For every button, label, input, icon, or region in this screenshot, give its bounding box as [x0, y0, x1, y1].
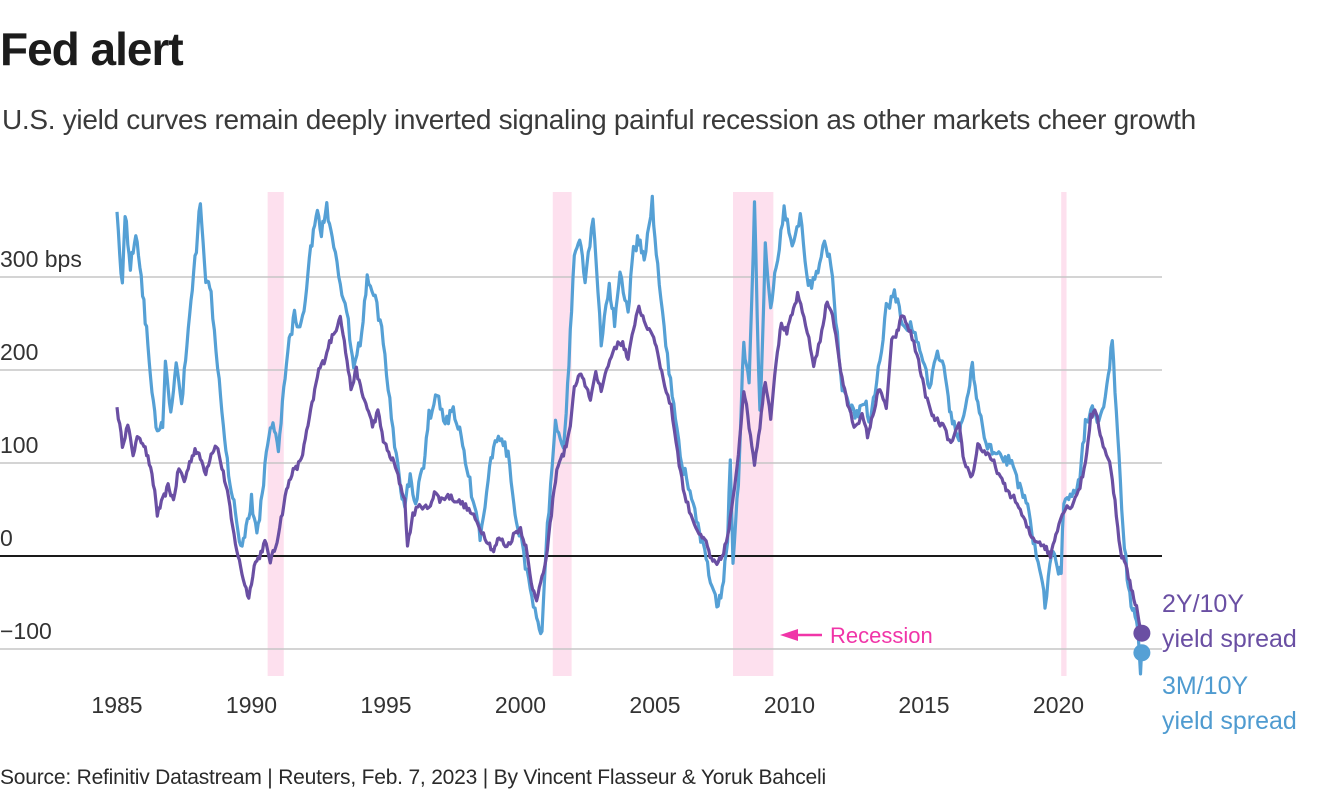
x-tick-label: 2015 — [898, 692, 949, 718]
x-tick-label: 2020 — [1033, 692, 1084, 718]
series-label-2y10y-line1: 2Y/10Y — [1162, 590, 1244, 618]
series-lines — [115, 194, 1151, 676]
recession-annotation: Recession — [780, 623, 933, 648]
x-tick-label: 1985 — [91, 692, 142, 718]
series-line-3m10y — [115, 194, 1144, 676]
x-tick-label: 2005 — [629, 692, 680, 718]
x-tick-label: 1990 — [226, 692, 277, 718]
series-labels: 2Y/10Y yield spread 3M/10Y yield spread — [1162, 590, 1297, 735]
recession-arrow-icon — [780, 629, 798, 641]
source-credit: Source: Refinitiv Datastream | Reuters, … — [0, 766, 826, 789]
series-label-3m10y-line2: yield spread — [1162, 707, 1297, 735]
y-tick-label: 200 — [0, 339, 38, 365]
y-tick-label: 300 bps — [0, 246, 82, 272]
series-line-2y10y — [115, 290, 1144, 634]
y-tick-label: −100 — [0, 618, 52, 644]
x-axis-ticks: 1985 1990 1995 2000 2005 2010 2015 2020 — [91, 692, 1084, 718]
x-tick-label: 1995 — [360, 692, 411, 718]
recession-label: Recession — [830, 623, 933, 648]
x-tick-label: 2000 — [495, 692, 546, 718]
y-tick-label: 0 — [0, 525, 13, 551]
series-label-2y10y-line2: yield spread — [1162, 625, 1297, 653]
end-dot-2y10y — [1133, 624, 1151, 642]
series-label-3m10y-line1: 3M/10Y — [1162, 672, 1248, 700]
end-dot-3m10y — [1133, 644, 1151, 662]
recession-band-3 — [1061, 192, 1067, 676]
gridlines — [0, 276, 1162, 650]
x-tick-label: 2010 — [764, 692, 815, 718]
y-tick-label: 100 — [0, 432, 38, 458]
chart-subtitle: U.S. yield curves remain deeply inverted… — [2, 104, 1196, 135]
y-axis-ticks: −100 0 100 200 300 bps — [0, 246, 82, 644]
chart-title: Fed alert — [0, 23, 184, 75]
